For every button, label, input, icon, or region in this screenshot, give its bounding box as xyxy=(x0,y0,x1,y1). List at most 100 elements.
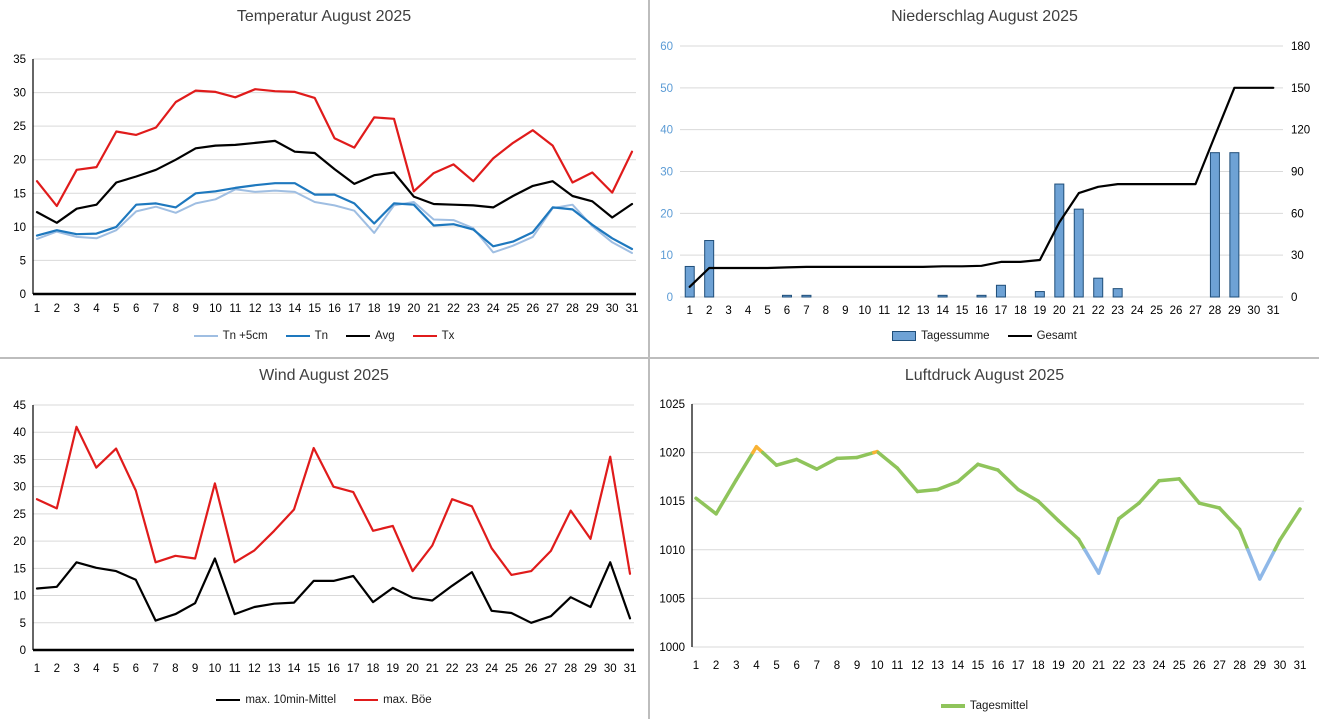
svg-text:19: 19 xyxy=(386,663,399,675)
svg-text:1010: 1010 xyxy=(659,545,685,557)
svg-text:22: 22 xyxy=(447,303,460,315)
svg-text:4: 4 xyxy=(745,305,752,317)
svg-text:15: 15 xyxy=(956,305,969,317)
svg-text:6: 6 xyxy=(133,303,139,315)
svg-text:21: 21 xyxy=(1092,660,1105,672)
svg-text:29: 29 xyxy=(584,663,597,675)
svg-text:1: 1 xyxy=(34,303,40,315)
y-axis-labels-right: 0 30 60 90 120 150 180 xyxy=(1291,41,1310,304)
legend-swatch-tagesmittel xyxy=(940,704,965,708)
svg-text:6: 6 xyxy=(793,660,799,672)
svg-text:2: 2 xyxy=(54,303,60,315)
legend-label: Tx xyxy=(441,330,455,342)
svg-text:20: 20 xyxy=(13,155,26,167)
svg-text:3: 3 xyxy=(73,303,79,315)
svg-text:50: 50 xyxy=(660,83,673,95)
svg-text:15: 15 xyxy=(13,563,26,575)
legend-swatch-tagessumme xyxy=(892,331,917,341)
svg-text:15: 15 xyxy=(307,663,320,675)
legend-swatch-max-b-e xyxy=(354,698,379,702)
legend-item-tagessumme: Tagessumme xyxy=(892,330,990,342)
svg-text:20: 20 xyxy=(1053,305,1066,317)
svg-text:27: 27 xyxy=(1189,305,1202,317)
svg-text:17: 17 xyxy=(1012,660,1025,672)
svg-text:5: 5 xyxy=(113,663,119,675)
svg-text:0: 0 xyxy=(667,292,673,304)
legend-swatch-avg xyxy=(346,334,371,338)
svg-text:16: 16 xyxy=(975,305,988,317)
svg-text:20: 20 xyxy=(406,663,419,675)
svg-text:120: 120 xyxy=(1291,125,1310,137)
svg-text:30: 30 xyxy=(13,482,26,494)
svg-text:90: 90 xyxy=(1291,167,1304,179)
svg-text:6: 6 xyxy=(784,305,790,317)
legend-label: max. 10min-Mittel xyxy=(245,694,337,706)
x-axis-labels: 1 2 3 4 5 6 7 8 9 10 11 12 13 14 15 16 17 18 19 20 21 22 23 24 2… xyxy=(693,660,1307,672)
gridlines xyxy=(692,403,1304,648)
svg-text:23: 23 xyxy=(465,663,478,675)
legend-label: Tn +5cm xyxy=(222,330,268,342)
svg-text:30: 30 xyxy=(1247,305,1260,317)
svg-text:30: 30 xyxy=(604,663,617,675)
svg-text:20: 20 xyxy=(1072,660,1085,672)
svg-text:28: 28 xyxy=(564,663,577,675)
chart-title: Temperatur August 2025 xyxy=(236,8,412,25)
svg-text:21: 21 xyxy=(1072,305,1085,317)
chart-legend: Tn +5cm Tn Avg Tx xyxy=(0,329,648,343)
legend-label: Gesamt xyxy=(1036,330,1077,342)
svg-text:4: 4 xyxy=(93,663,100,675)
svg-text:7: 7 xyxy=(152,663,158,675)
legend-swatch-tn xyxy=(285,334,310,338)
svg-text:12: 12 xyxy=(249,303,262,315)
svg-text:25: 25 xyxy=(13,509,26,521)
svg-text:29: 29 xyxy=(586,303,599,315)
gridlines xyxy=(33,404,634,624)
svg-text:31: 31 xyxy=(626,303,639,315)
svg-text:4: 4 xyxy=(753,660,760,672)
svg-text:10: 10 xyxy=(209,663,222,675)
svg-text:1005: 1005 xyxy=(659,593,685,605)
svg-text:30: 30 xyxy=(13,88,26,100)
svg-text:11: 11 xyxy=(229,663,241,675)
svg-text:1: 1 xyxy=(693,660,699,672)
svg-text:9: 9 xyxy=(854,660,860,672)
svg-text:0: 0 xyxy=(20,645,26,657)
svg-text:2: 2 xyxy=(713,660,719,672)
svg-text:60: 60 xyxy=(660,41,673,53)
svg-text:18: 18 xyxy=(368,303,381,315)
series-gesamt xyxy=(688,86,1275,288)
y-axis-labels-left: 0 10 20 30 40 50 60 xyxy=(660,41,673,304)
y-axis-labels-left: 1000 1005 1010 1015 1020 1025 xyxy=(659,399,685,654)
svg-text:8: 8 xyxy=(823,305,829,317)
svg-text:23: 23 xyxy=(1133,660,1146,672)
svg-text:18: 18 xyxy=(367,663,380,675)
chart-title: Niederschlag August 2025 xyxy=(891,8,1078,25)
svg-text:15: 15 xyxy=(971,660,984,672)
svg-text:1015: 1015 xyxy=(659,496,685,508)
svg-text:10: 10 xyxy=(858,305,871,317)
svg-text:6: 6 xyxy=(133,663,139,675)
svg-text:20: 20 xyxy=(660,208,673,220)
legend-item-tn: Tn xyxy=(285,330,329,342)
gridlines xyxy=(680,45,1283,298)
panel-luftdruck: Luftdruck August 2025 1000 1005 1010 1015 10… xyxy=(650,359,1319,719)
svg-text:0: 0 xyxy=(20,289,26,301)
legend-item-tn-5cm: Tn +5cm xyxy=(193,330,268,342)
svg-text:16: 16 xyxy=(327,663,340,675)
svg-text:8: 8 xyxy=(173,303,179,315)
svg-text:12: 12 xyxy=(897,305,910,317)
legend-swatch-gesamt xyxy=(1007,334,1032,338)
svg-text:30: 30 xyxy=(660,167,673,179)
svg-text:28: 28 xyxy=(566,303,579,315)
svg-text:17: 17 xyxy=(347,663,360,675)
svg-text:5: 5 xyxy=(113,303,119,315)
svg-text:14: 14 xyxy=(951,660,964,672)
svg-text:13: 13 xyxy=(268,663,281,675)
panel-wind: Wind August 2025 0 5 10 15 20 25 30 35 40 45 1 2 3 4 5… xyxy=(0,359,648,719)
legend-label: Tn xyxy=(314,330,329,342)
svg-text:12: 12 xyxy=(911,660,924,672)
